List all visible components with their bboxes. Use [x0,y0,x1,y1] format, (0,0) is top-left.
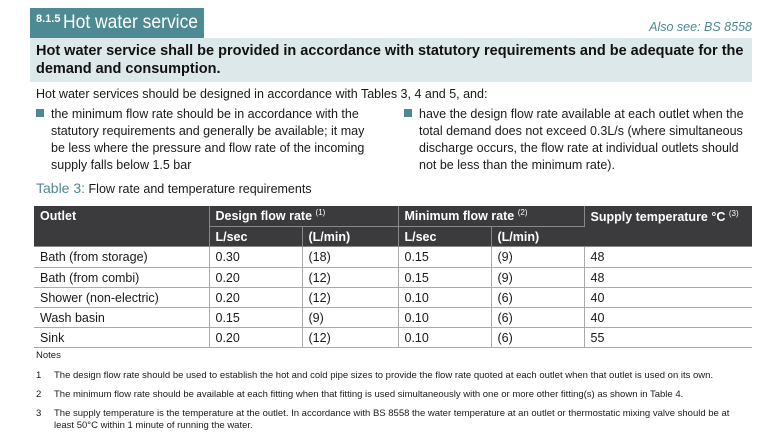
table-cell: 40 [584,287,752,308]
table-cell: (18) [302,246,399,268]
table-subheader-row: L/sec (L/min) L/sec (L/min) [34,226,752,247]
requirement-banner: Hot water service shall be provided in a… [30,38,752,82]
table-cell: 0.20 [209,287,303,308]
table-cell: Bath (from combi) [34,267,210,288]
table-cell: 0.20 [209,267,303,288]
table-cell: (6) [491,287,585,308]
table-cell: 55 [584,327,752,348]
header-supply-temp: Supply temperature °C (3) [584,206,752,247]
note-number: 2 [36,389,42,400]
notes-title: Notes [36,350,61,361]
section-heading: 8.1.5 Hot water service [30,8,204,38]
table-cell: Bath (from storage) [34,246,210,268]
table-cell: Wash basin [34,307,210,328]
table-cell: (9) [491,246,585,268]
table-cell: 0.10 [398,287,492,308]
table-cell: (6) [491,327,585,348]
table-row: Wash basin 0.15 (9) 0.10 (6) 40 [34,307,752,328]
table-cell: 40 [584,307,752,328]
bullet-item: have the design flow rate available at e… [404,106,752,174]
intro-text: Hot water services should be designed in… [36,87,488,101]
section-number: 8.1.5 [36,13,61,25]
header-design-lmin: (L/min) [302,226,399,247]
also-see-reference: Also see: BS 8558 [649,20,752,34]
header-min-lmin: (L/min) [491,226,584,247]
table-cell: 0.20 [209,327,303,348]
table-cell: 48 [584,267,752,288]
bullet-square-icon [36,109,44,117]
table-cell: (9) [302,307,399,328]
bullet-item: the minimum flow rate should be in accor… [36,106,381,174]
table-cell: 0.10 [398,327,492,348]
table-caption-label: Table 3: [36,180,86,196]
table-cell: (12) [302,287,399,308]
table-cell: 0.15 [209,307,303,328]
note-text: The supply temperature is the temperatur… [54,408,730,431]
table-cell: 0.15 [398,267,492,288]
table-caption: Table 3: Flow rate and temperature requi… [36,180,312,196]
table-row: Sink 0.20 (12) 0.10 (6) 55 [34,327,752,348]
bullet-square-icon [404,109,412,117]
note-text: The design flow rate should be used to e… [54,370,714,381]
table-cell: 0.30 [209,246,303,268]
table-row: Bath (from storage) 0.30 (18) 0.15 (9) 48 [34,246,752,268]
table-cell: (12) [302,267,399,288]
table-cell: 0.10 [398,307,492,328]
note-item: 2 The minimum flow rate should be availa… [36,389,752,401]
header-minimum-flow: Minimum flow rate (2) [398,206,585,227]
table-cell: 0.15 [398,246,492,268]
bullet-text: the minimum flow rate should be in accor… [51,107,365,172]
notes-section: Notes 1 The design flow rate should be u… [36,350,752,439]
flow-rate-table: Outlet Design flow rate (1) Minimum flow… [34,206,752,348]
header-design-lsec: L/sec [209,226,303,247]
note-text: The minimum flow rate should be availabl… [54,389,684,400]
section-title: Hot water service [63,12,199,33]
table-caption-text: Flow rate and temperature requirements [88,182,312,196]
table-cell: (6) [491,307,585,328]
table-cell: (12) [302,327,399,348]
note-item: 3 The supply temperature is the temperat… [36,408,752,432]
table-cell: Shower (non-electric) [34,287,210,308]
table-cell: Sink [34,327,210,348]
header-design-flow: Design flow rate (1) [209,206,399,227]
note-number: 1 [36,370,42,381]
bullet-text: have the design flow rate available at e… [419,107,744,172]
header-min-lsec: L/sec [398,226,492,247]
header-outlet: Outlet [34,206,210,247]
table-cell: (9) [491,267,585,288]
note-number: 3 [36,408,42,419]
table-cell: 48 [584,246,752,268]
table-row: Shower (non-electric) 0.20 (12) 0.10 (6) 40 [34,287,752,308]
table-row: Bath (from combi) 0.20 (12) 0.15 (9) 48 [34,267,752,288]
note-item: 1 The design flow rate should be used to… [36,370,752,382]
table-header-row: Outlet Design flow rate (1) Minimum flow… [34,206,752,247]
